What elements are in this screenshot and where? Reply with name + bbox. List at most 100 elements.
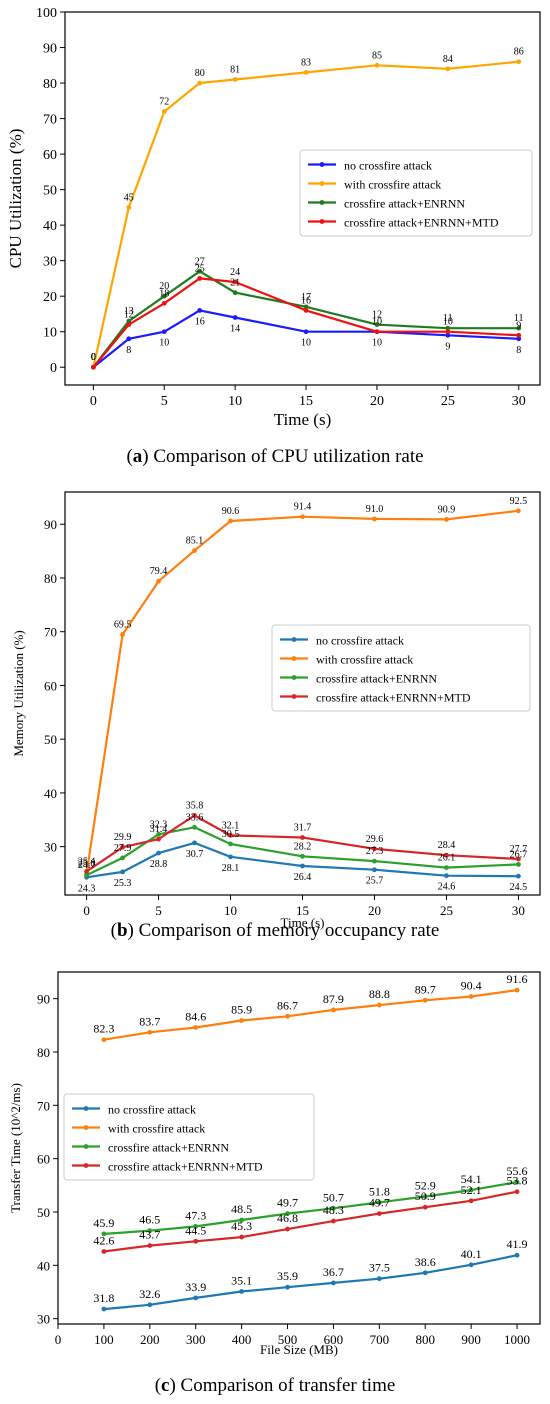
data-label: 26.1 (438, 853, 456, 864)
x-tick-label: 10 (228, 394, 242, 409)
y-tick-label: 60 (37, 1152, 50, 1167)
data-point (197, 80, 203, 86)
y-tick-label: 90 (44, 517, 57, 532)
x-tick-label: 30 (512, 394, 526, 409)
data-label: 55.6 (507, 1164, 528, 1178)
legend-entry: crossfire attack+ENRNN+MTD (108, 1160, 263, 1174)
x-tick-label: 0 (55, 1332, 62, 1347)
data-label: 11 (514, 313, 524, 324)
data-point (516, 59, 522, 65)
data-label: 27 (195, 256, 205, 267)
x-tick-label: 600 (324, 1332, 344, 1347)
legend-marker (83, 1106, 89, 1111)
data-label: 86 (514, 47, 524, 58)
data-label: 35.1 (231, 1273, 252, 1287)
data-label: 43.7 (139, 1228, 160, 1242)
plot-area-frame (64, 11, 541, 386)
caption-letter: c (161, 1375, 170, 1396)
data-point (101, 1037, 107, 1043)
y-tick-label: 50 (44, 732, 57, 747)
data-point (120, 855, 125, 861)
y-tick-label: 90 (37, 992, 50, 1007)
data-label: 28.4 (438, 840, 456, 851)
data-point (422, 1270, 428, 1276)
data-point (300, 863, 305, 869)
data-label: 53.8 (507, 1174, 528, 1188)
data-point (303, 308, 309, 313)
data-label: 91.4 (294, 502, 312, 513)
data-label: 88.8 (369, 987, 390, 1001)
data-point (445, 66, 451, 72)
data-label: 36.7 (323, 1265, 344, 1279)
legend-box (299, 149, 533, 237)
data-label: 18 (159, 288, 169, 299)
data-point (514, 987, 520, 993)
data-point (193, 1238, 199, 1244)
data-point (197, 308, 203, 313)
caption-transfer: (c) Comparison of transfer time (154, 1375, 396, 1396)
data-label: 79.4 (150, 566, 168, 577)
data-label: 31.8 (93, 1291, 114, 1305)
data-label: 27.7 (510, 844, 528, 855)
data-label: 89.7 (415, 982, 436, 996)
data-label: 12 (372, 310, 382, 321)
data-label: 83 (301, 57, 311, 68)
x-tick-label: 30 (512, 903, 525, 918)
data-label: 32.3 (150, 819, 168, 830)
data-point (84, 868, 89, 874)
data-label: 30.7 (186, 849, 204, 860)
data-label: 24.5 (510, 882, 528, 893)
legend-box (63, 1093, 315, 1181)
x-axis-label: Time (s) (281, 915, 325, 930)
data-point (331, 1205, 336, 1211)
data-label: 46.5 (139, 1213, 160, 1227)
x-tick-label: 20 (370, 394, 384, 409)
data-label: 30.5 (222, 829, 240, 840)
data-point (285, 1226, 290, 1232)
data-point (444, 852, 449, 858)
data-point (444, 873, 449, 879)
data-point (192, 548, 197, 553)
y-tick-label: 80 (43, 77, 57, 92)
data-point (516, 861, 521, 867)
y-tick-label: 0 (50, 361, 57, 376)
data-point (468, 1262, 474, 1268)
data-point (422, 1194, 428, 1199)
y-tick-label: 70 (44, 625, 57, 640)
data-point (516, 873, 521, 879)
legend-entry: crossfire attack+ENRNN+MTD (316, 691, 471, 705)
data-label: 0 (91, 352, 96, 363)
data-point (228, 518, 233, 524)
data-point (147, 1243, 153, 1248)
data-label: 90.6 (222, 506, 240, 517)
y-tick-label: 30 (44, 840, 57, 855)
data-label: 51.8 (369, 1184, 390, 1198)
memory-utilization-chart: 0 5 10 15 20 25 30 30 40 50 60 70 80 90 Time (s) Memory… (11, 491, 541, 930)
data-label: 40.1 (461, 1247, 482, 1261)
data-label: 44.5 (185, 1223, 206, 1237)
x-tick-label: 0 (83, 903, 90, 918)
data-point (514, 1189, 520, 1195)
data-point (84, 872, 89, 878)
data-point (376, 1276, 382, 1282)
data-point (516, 508, 521, 514)
data-label: 31.4 (150, 824, 168, 835)
x-tick-label: 800 (415, 1332, 435, 1347)
data-label: 25.0 (78, 859, 96, 870)
data-point (516, 332, 522, 338)
data-point (300, 514, 305, 520)
chart-panel-cpu: 0 5 10 15 20 25 30 0 10 20 30 40 50 60 70 80 90 100 Time (… (0, 0, 550, 470)
legend-entry: crossfire attack+ENRNN (344, 197, 465, 211)
data-label: 83.7 (139, 1014, 160, 1028)
chart-panel-memory: 0 5 10 15 20 25 30 30 40 50 60 70 80 90 Time (s) Memory… (0, 470, 550, 960)
data-label: 33.6 (186, 812, 204, 823)
caption-text: Comparison of CPU utilization rate (148, 446, 424, 467)
data-point (516, 325, 522, 331)
data-point (156, 836, 161, 842)
data-point (285, 1013, 290, 1019)
data-point (120, 844, 125, 850)
data-label: 10 (372, 317, 382, 328)
data-label: 52.1 (461, 1183, 482, 1197)
legend-entry: crossfire attack+ENRNN+MTD (344, 216, 499, 230)
data-point (374, 322, 380, 328)
